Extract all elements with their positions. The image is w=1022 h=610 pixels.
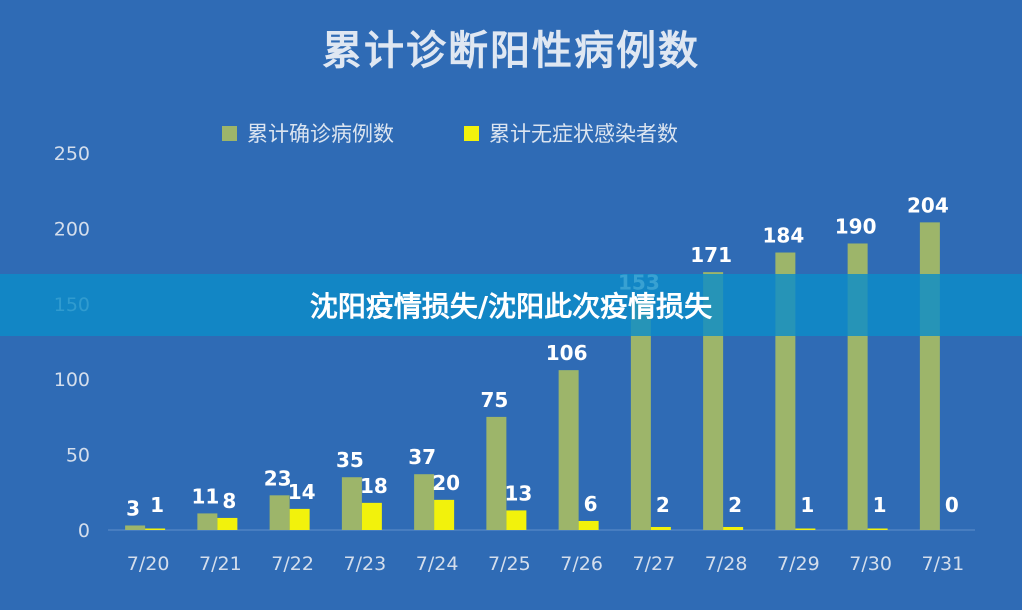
data-label-confirmed-11: 204 — [907, 193, 949, 217]
bar-confirmed-8 — [703, 272, 724, 530]
data-label-confirmed-5: 75 — [480, 388, 508, 412]
y-tick-label-0: 0 — [78, 520, 90, 542]
x-tick-label-7: 7/27 — [633, 553, 676, 575]
data-label-confirmed-10: 190 — [835, 214, 877, 238]
bar-confirmed-6 — [558, 370, 579, 530]
data-label-asymptomatic-9: 1 — [800, 493, 814, 517]
x-tick-label-3: 7/23 — [344, 553, 387, 575]
bar-asymptomatic-2 — [289, 508, 310, 530]
x-tick-label-0: 7/20 — [127, 553, 170, 575]
data-label-confirmed-4: 37 — [408, 445, 436, 469]
bar-asymptomatic-6 — [578, 520, 599, 530]
data-label-confirmed-0: 3 — [126, 496, 140, 520]
bar-confirmed-11 — [919, 222, 940, 531]
x-tick-label-11: 7/31 — [922, 553, 965, 575]
overlay-banner: 沈阳疫情损失/沈阳此次疫情损失 — [0, 274, 1022, 336]
legend-swatch-confirmed — [222, 125, 237, 141]
x-tick-label-9: 7/29 — [777, 553, 820, 575]
x-tick-label-4: 7/24 — [416, 553, 459, 575]
data-label-asymptomatic-10: 1 — [873, 493, 887, 517]
bar-asymptomatic-8 — [723, 526, 744, 530]
legend-swatch-asymptomatic — [464, 125, 479, 141]
data-label-confirmed-6: 106 — [546, 341, 588, 365]
chart-legend: 累计确诊病例数 累计无症状感染者数 — [222, 118, 678, 148]
bar-confirmed-5 — [486, 416, 507, 530]
data-label-asymptomatic-1: 8 — [222, 489, 236, 513]
data-label-asymptomatic-11: 0 — [945, 493, 959, 517]
bar-asymptomatic-10 — [867, 528, 888, 530]
bar-confirmed-4 — [414, 474, 435, 530]
x-tick-label-8: 7/28 — [705, 553, 748, 575]
data-label-asymptomatic-4: 20 — [432, 471, 460, 495]
x-tick-label-2: 7/22 — [271, 553, 314, 575]
banner-text: 沈阳疫情损失/沈阳此次疫情损失 — [309, 290, 713, 323]
bar-confirmed-0 — [125, 525, 146, 530]
data-label-confirmed-9: 184 — [763, 224, 805, 248]
legend-label-asymptomatic: 累计无症状感染者数 — [489, 122, 678, 146]
x-tick-label-1: 7/21 — [199, 553, 242, 575]
x-tick-label-10: 7/30 — [849, 553, 892, 575]
y-tick-label-4: 200 — [54, 218, 90, 240]
data-label-asymptomatic-5: 13 — [504, 481, 532, 505]
data-label-asymptomatic-3: 18 — [360, 474, 388, 498]
bar-asymptomatic-1 — [217, 517, 238, 530]
data-label-confirmed-2: 23 — [264, 466, 292, 490]
legend-item-asymptomatic: 累计无症状感染者数 — [464, 118, 678, 148]
bar-confirmed-3 — [341, 477, 362, 530]
x-tick-label-6: 7/26 — [560, 553, 603, 575]
data-label-confirmed-8: 171 — [690, 243, 732, 267]
y-tick-label-2: 100 — [54, 369, 90, 391]
bar-confirmed-2 — [269, 495, 290, 530]
bar-confirmed-1 — [197, 513, 218, 530]
data-label-asymptomatic-8: 2 — [728, 493, 742, 517]
bar-asymptomatic-5 — [506, 510, 527, 530]
y-tick-label-1: 50 — [66, 445, 90, 467]
bar-asymptomatic-9 — [795, 528, 816, 530]
bar-asymptomatic-0 — [145, 528, 166, 530]
bar-confirmed-7 — [630, 299, 651, 530]
bar-asymptomatic-4 — [434, 499, 455, 530]
data-label-asymptomatic-0: 1 — [150, 493, 164, 517]
legend-label-confirmed: 累计确诊病例数 — [247, 122, 394, 146]
data-label-asymptomatic-6: 6 — [584, 492, 598, 516]
y-tick-label-5: 250 — [54, 143, 90, 165]
legend-item-confirmed: 累计确诊病例数 — [222, 118, 394, 148]
chart-title: 累计诊断阳性病例数 — [322, 28, 700, 74]
data-label-asymptomatic-2: 14 — [288, 480, 316, 504]
bar-asymptomatic-7 — [650, 526, 671, 530]
x-tick-label-5: 7/25 — [488, 553, 531, 575]
data-label-asymptomatic-7: 2 — [656, 493, 670, 517]
data-label-confirmed-3: 35 — [336, 448, 364, 472]
bar-asymptomatic-3 — [361, 502, 382, 530]
data-label-confirmed-1: 11 — [191, 484, 219, 508]
